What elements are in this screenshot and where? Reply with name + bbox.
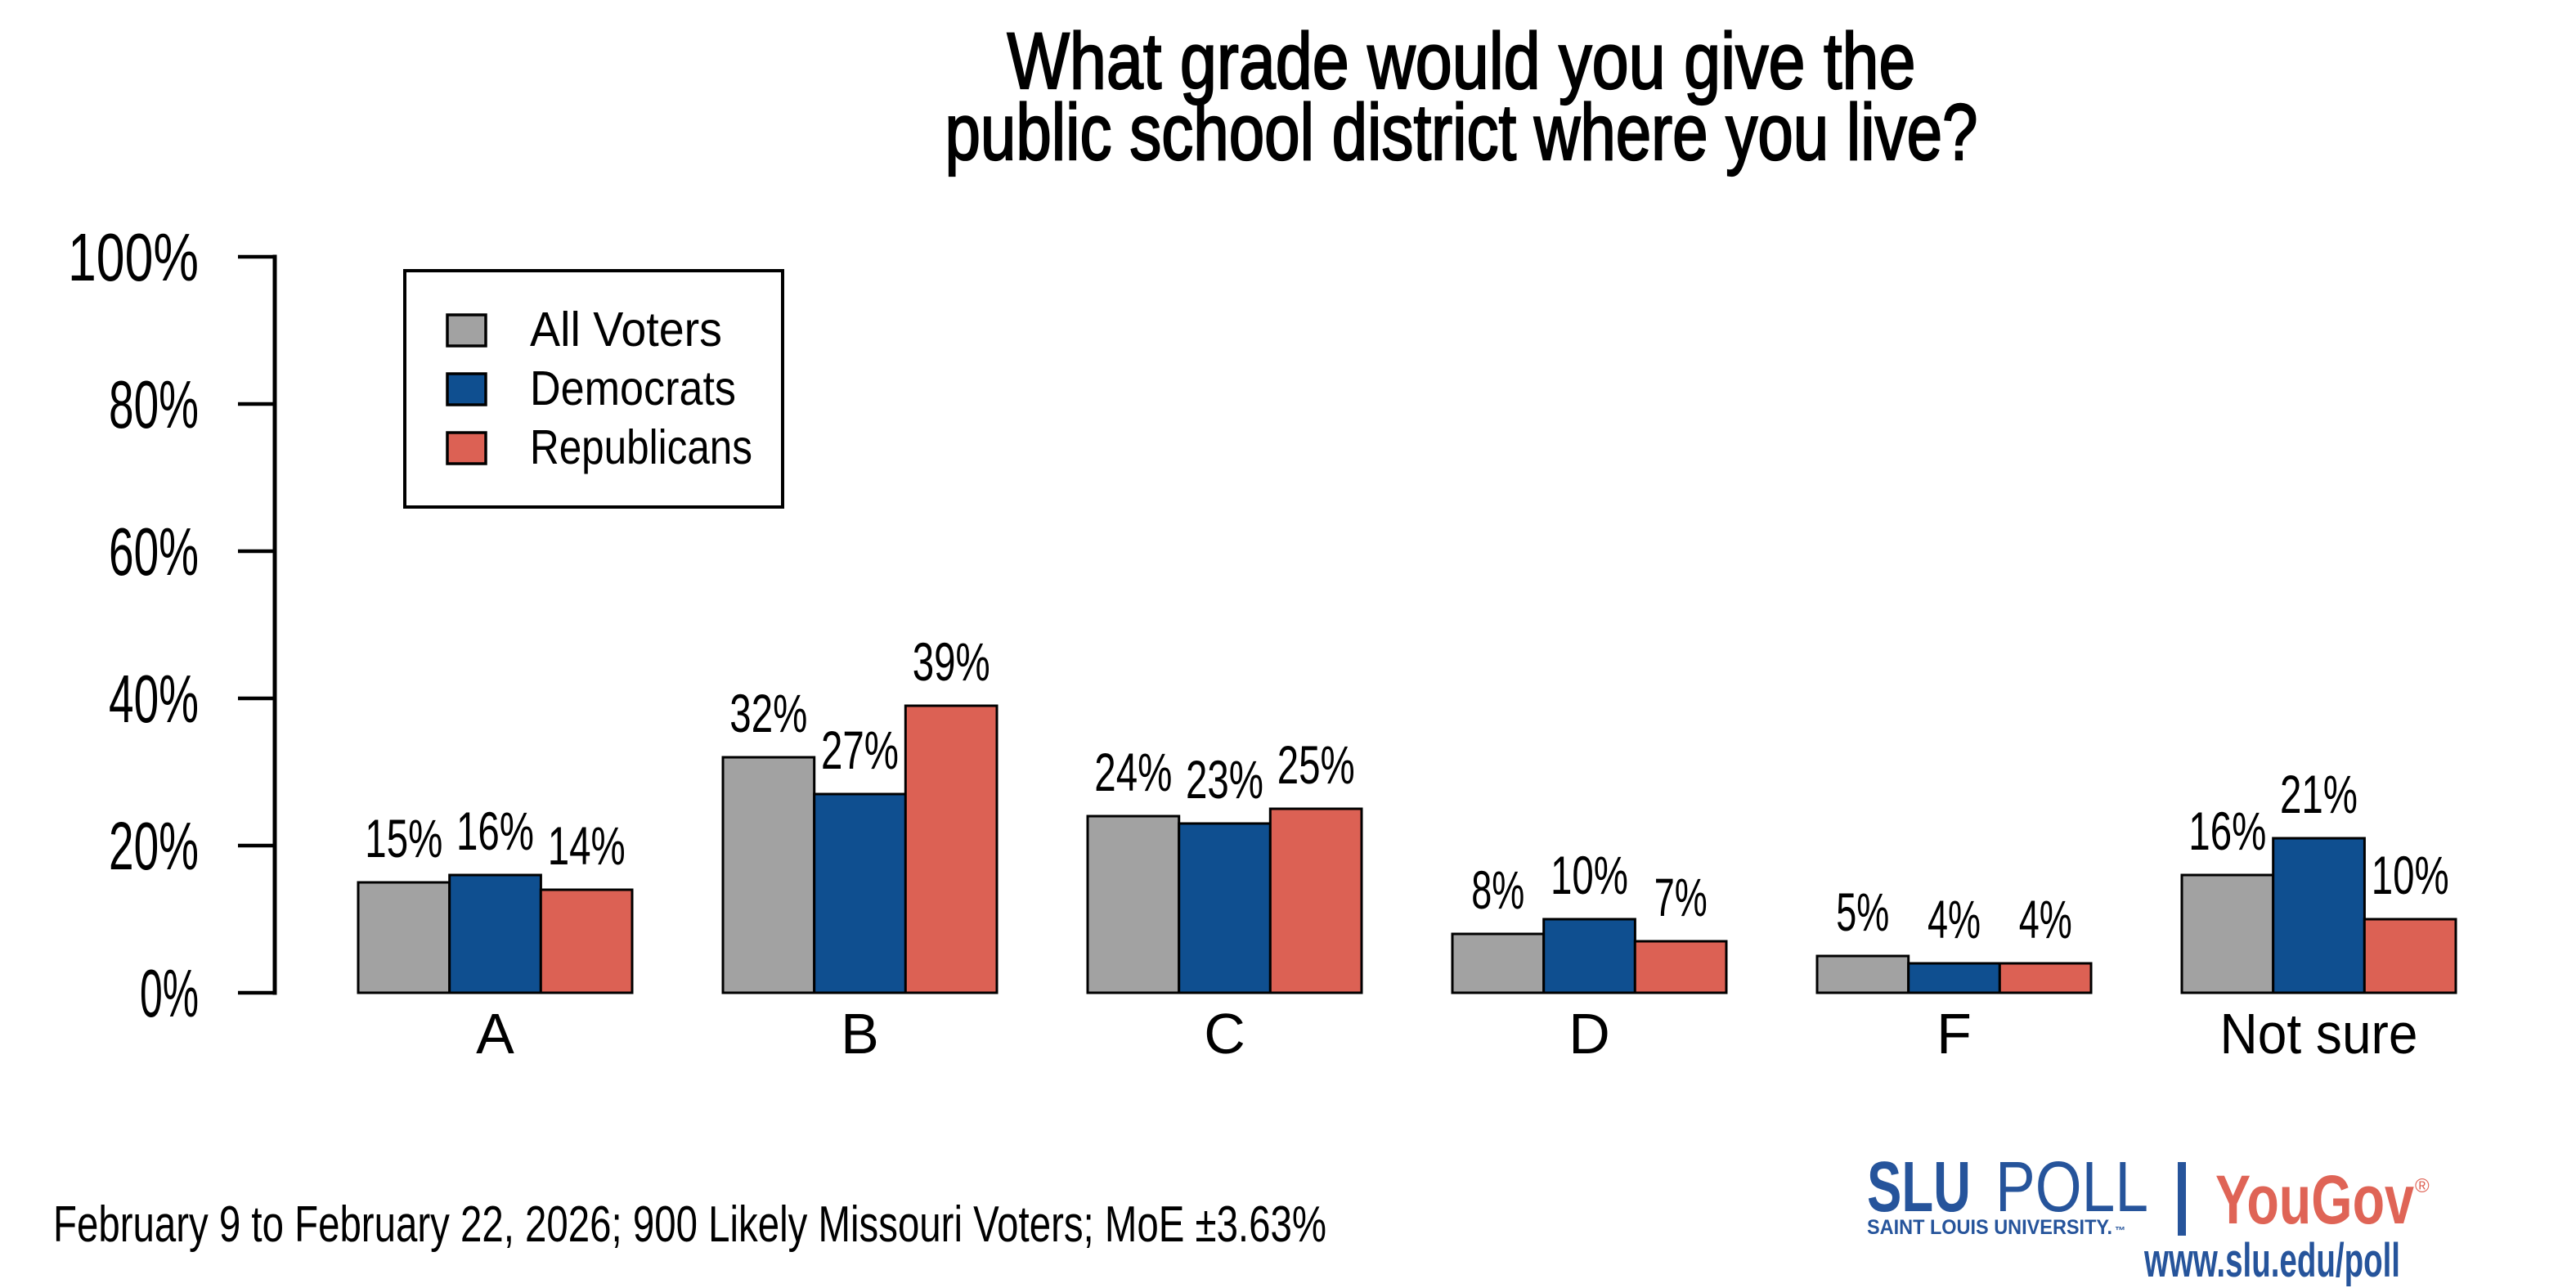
svg-text:Republicans: Republicans (530, 420, 752, 474)
svg-text:SAINT LOUIS UNIVERSITY.: SAINT LOUIS UNIVERSITY. (1867, 1216, 2112, 1239)
svg-text:15%: 15% (365, 808, 442, 868)
svg-text:4%: 4% (2019, 889, 2072, 949)
svg-text:0%: 0% (140, 955, 199, 1031)
svg-text:YouGov: YouGov (2215, 1161, 2414, 1238)
svg-text:public school district where y: public school district where you live? (945, 88, 1978, 177)
svg-text:A: A (476, 1002, 514, 1066)
svg-text:What grade would you give the: What grade would you give the (1008, 16, 1916, 105)
svg-text:14%: 14% (548, 815, 626, 876)
svg-text:24%: 24% (1094, 742, 1172, 802)
svg-text:40%: 40% (109, 661, 199, 737)
svg-text:B: B (841, 1002, 879, 1066)
svg-text:Not sure: Not sure (2220, 1002, 2418, 1066)
svg-text:16%: 16% (456, 801, 534, 861)
svg-text:C: C (1204, 1002, 1245, 1066)
svg-text:SLU: SLU (1867, 1147, 1971, 1227)
svg-text:™: ™ (2115, 1224, 2125, 1236)
svg-text:February 9 to February 22, 202: February 9 to February 22, 2026; 900 Lik… (53, 1196, 1326, 1253)
svg-text:www.slu.edu/poll: www.slu.edu/poll (2143, 1234, 2400, 1287)
svg-text:All Voters: All Voters (530, 303, 722, 357)
svg-text:100%: 100% (68, 219, 199, 295)
svg-text:POLL: POLL (1995, 1147, 2148, 1227)
svg-text:4%: 4% (1928, 889, 1981, 949)
svg-text:16%: 16% (2188, 801, 2266, 861)
svg-text:25%: 25% (1277, 734, 1355, 795)
svg-text:10%: 10% (2372, 845, 2449, 905)
svg-text:F: F (1936, 1002, 1972, 1066)
svg-text:32%: 32% (729, 683, 807, 743)
svg-text:39%: 39% (913, 631, 990, 692)
svg-text:8%: 8% (1471, 859, 1524, 920)
svg-text:27%: 27% (821, 720, 899, 780)
svg-text:D: D (1568, 1002, 1610, 1066)
svg-text:7%: 7% (1654, 867, 1708, 927)
svg-text:20%: 20% (109, 808, 199, 884)
svg-text:60%: 60% (109, 514, 199, 590)
svg-text:10%: 10% (1551, 845, 1628, 905)
svg-text:23%: 23% (1186, 749, 1263, 810)
svg-text:®: ® (2415, 1175, 2430, 1197)
svg-text:80%: 80% (109, 366, 199, 442)
svg-text:Democrats: Democrats (530, 361, 736, 415)
svg-text:5%: 5% (1836, 882, 1889, 942)
svg-text:21%: 21% (2280, 764, 2358, 824)
